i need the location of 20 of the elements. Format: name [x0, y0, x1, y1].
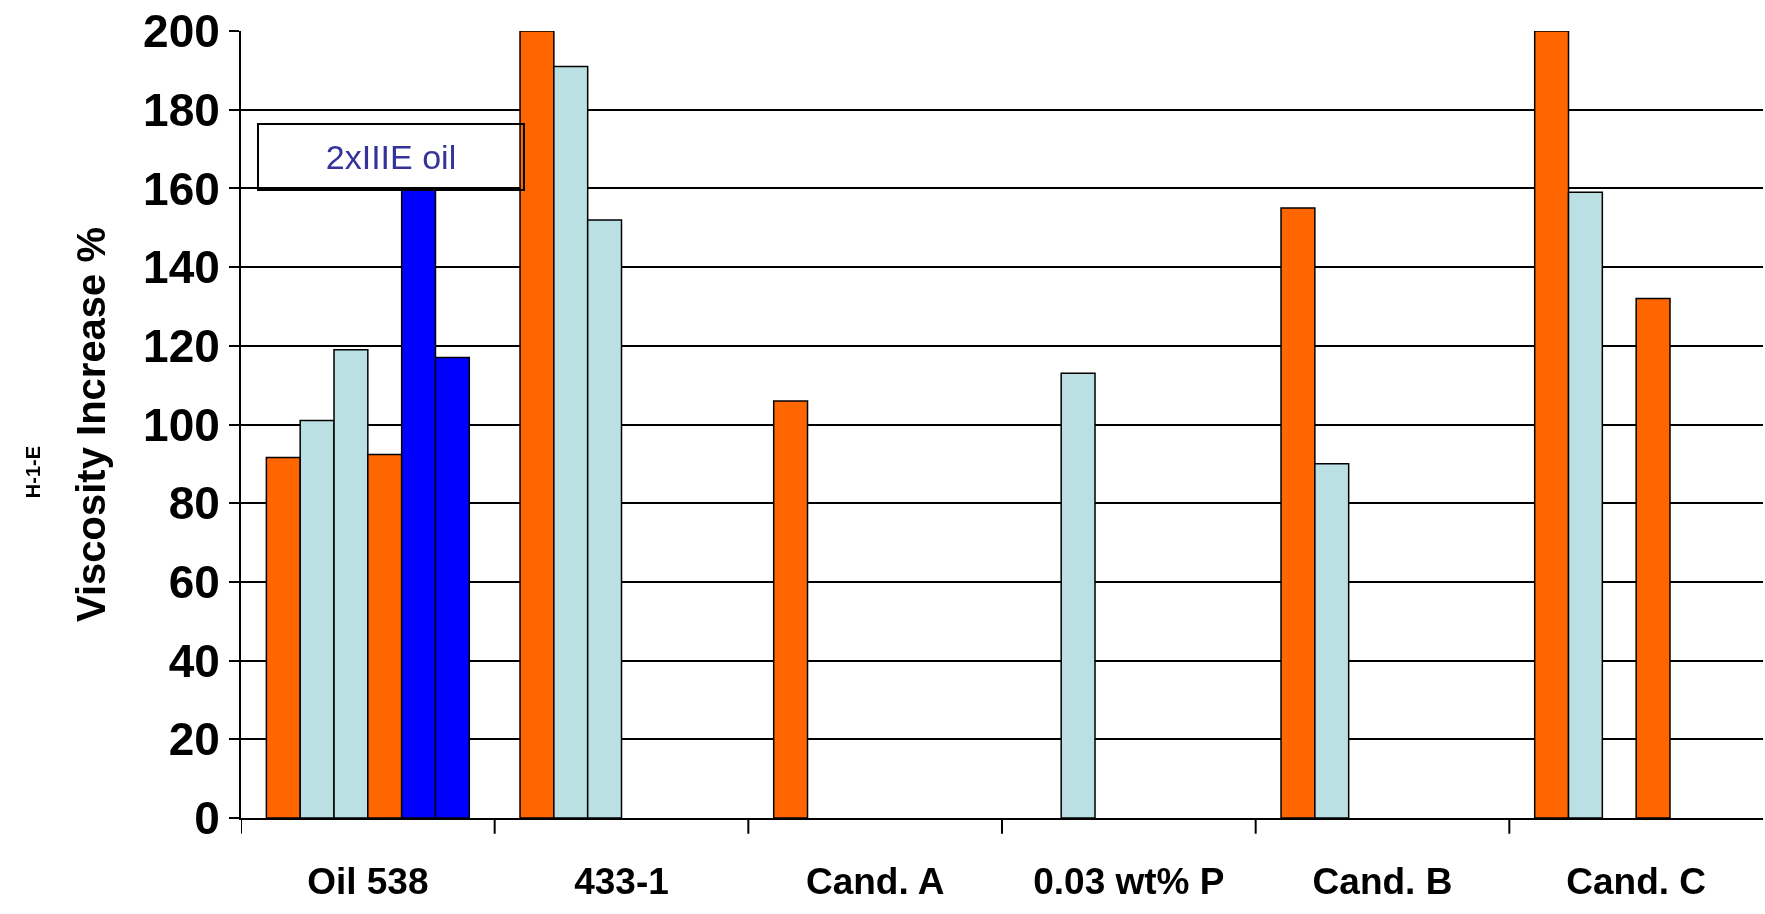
y-tick-label: 80 [168, 477, 220, 530]
y-tick-label: 140 [143, 241, 220, 294]
x-tick-label: 0.03 wt% P [1033, 861, 1225, 903]
x-tick-label: Cand. B [1312, 861, 1453, 903]
annotation: 2xIIIE oil [325, 138, 457, 176]
y-tick-label: 100 [143, 398, 220, 451]
x-tick-label: 433-1 [574, 861, 669, 903]
text: H-1-E [21, 445, 44, 499]
y-tick-label: 180 [143, 83, 220, 136]
y-tick-label: 20 [168, 713, 220, 766]
y-tick-label: 0 [194, 792, 220, 845]
x-tick-label: Oil 538 [307, 861, 429, 903]
y-tick-label: 160 [143, 162, 220, 215]
y-tick-label: 60 [168, 556, 220, 608]
y-tick-label: 200 [143, 5, 220, 58]
y-axis-title: Viscosity Increase % [69, 226, 114, 623]
x-tick-label: Cand. A [805, 861, 945, 903]
x-tick-label: Cand. C [1566, 861, 1707, 903]
y-tick-label: 120 [143, 319, 220, 372]
y-tick-label: 40 [168, 634, 220, 687]
